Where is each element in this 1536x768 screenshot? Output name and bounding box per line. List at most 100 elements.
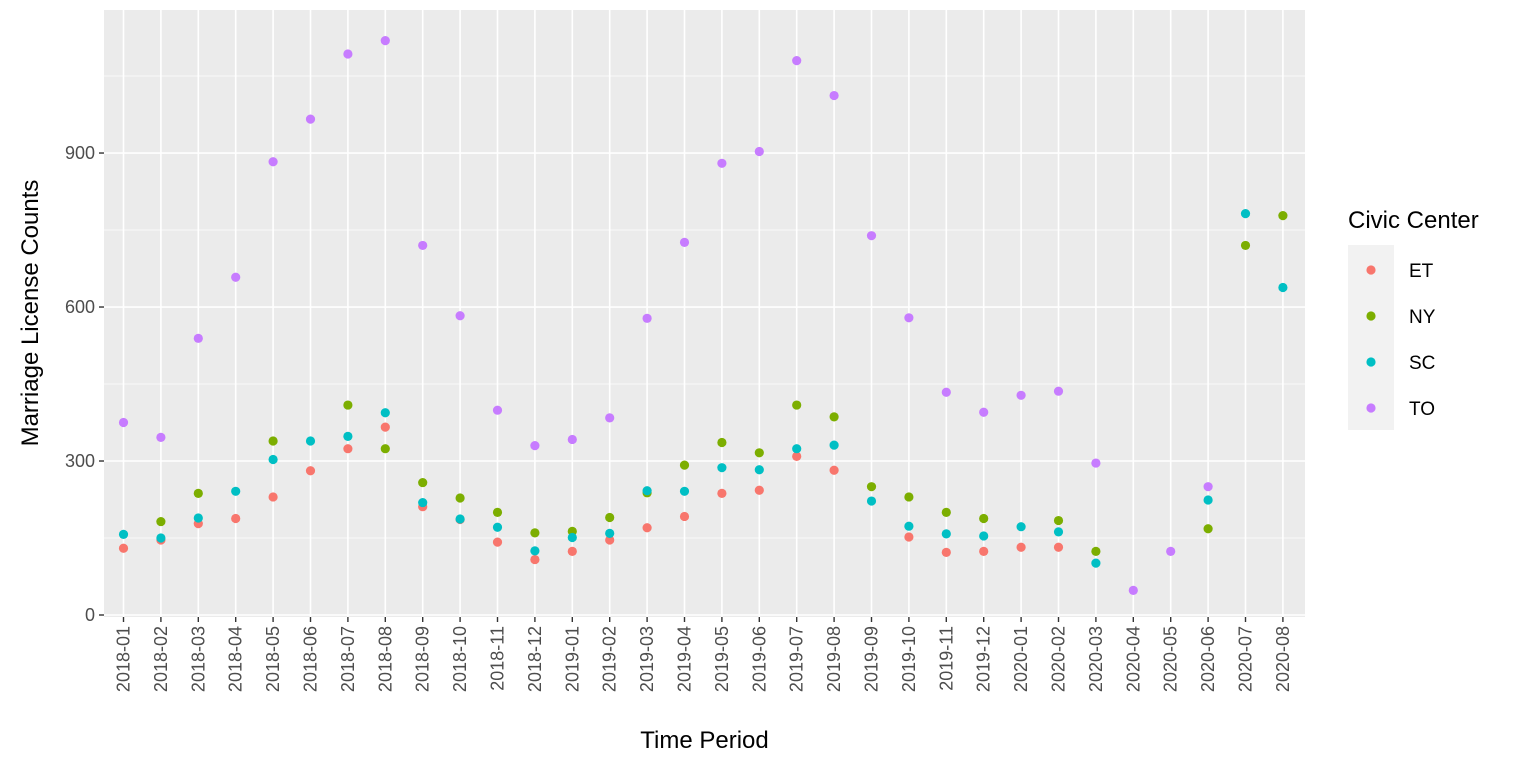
point-et-2018-06 [305,466,316,476]
legend-title: Civic Center [1348,207,1479,234]
point-sc-2018-09 [418,497,428,508]
point-sc-2018-11 [492,522,503,532]
point-to-2018-02 [156,432,166,442]
point-et-2018-05 [268,492,278,502]
y-tick-label: 0 [85,605,95,625]
point-sc-2018-02 [156,533,166,543]
point-et-2019-07 [792,451,802,461]
point-ny-2018-11 [492,507,503,517]
x-tick-label: 2019-10 [899,626,919,692]
point-to-2019-11 [941,387,951,397]
point-ny-2019-04 [679,460,690,470]
x-tick-label: 2020-03 [1086,626,1106,692]
point-to-2020-05 [1166,546,1176,556]
point-to-2018-06 [305,114,316,124]
x-tick-label: 2019-04 [675,626,695,692]
point-sc-2019-06 [754,465,764,475]
point-ny-2019-09 [866,482,877,492]
point-to-2018-03 [193,333,203,343]
x-tick-label: 2018-10 [450,626,470,692]
x-axis-title: Time Period [640,727,768,754]
point-ny-2018-02 [156,516,166,527]
point-to-2019-01 [567,434,577,445]
point-sc-2019-05 [717,463,727,473]
point-to-2019-12 [979,407,989,417]
legend-key-et [1366,265,1376,275]
point-sc-2019-02 [605,528,615,538]
point-sc-2018-12 [530,546,540,556]
point-to-2020-04 [1128,585,1138,595]
point-ny-2018-05 [268,436,278,446]
point-to-2018-01 [118,417,129,428]
point-to-2020-02 [1053,386,1064,396]
x-tick-label: 2019-08 [824,626,844,692]
x-tick-label: 2020-01 [1011,626,1031,692]
legend-key-background [1348,245,1394,430]
point-et-2018-12 [530,554,540,565]
x-tick-label: 2018-04 [226,626,246,692]
axes: 0 300 600 900 2018-01 2018-02 2018-03 2018-04 20… [65,143,1293,692]
point-sc-2019-09 [866,496,877,506]
grid-lines [104,10,1305,617]
point-et-2018-07 [343,444,353,454]
point-ny-2020-02 [1053,515,1064,526]
point-et-2019-01 [567,546,577,556]
point-et-2018-08 [380,422,390,432]
point-sc-2020-01 [1016,522,1026,532]
point-sc-2018-05 [268,454,278,465]
point-ny-2019-11 [941,507,951,517]
point-to-2019-03 [642,313,652,323]
legend-label-sc: SC [1409,353,1435,374]
point-sc-2018-01 [118,529,129,540]
legend: Civic Center ET NY SC TO [1348,207,1479,430]
data-points [118,36,1288,595]
y-tick-label: 300 [65,451,95,471]
x-tick-label: 2018-08 [375,626,395,692]
x-tick-label: 2019-06 [749,626,769,692]
point-ny-2018-09 [418,477,428,488]
point-sc-2019-12 [979,531,989,541]
point-to-2019-09 [866,231,877,241]
point-sc-2019-07 [792,444,802,454]
x-tick-label: 2019-11 [936,626,956,691]
point-sc-2018-03 [193,513,203,523]
legend-label-to: TO [1409,399,1435,420]
x-tick-label: 2020-06 [1198,626,1218,692]
point-to-2018-12 [530,441,540,451]
point-ny-2018-03 [193,488,203,498]
point-et-2018-01 [118,543,129,553]
x-tick-label: 2019-05 [712,626,732,692]
x-tick-label: 2019-03 [637,626,657,692]
point-to-2018-10 [455,311,465,321]
x-tick-label: 2018-01 [114,626,134,692]
point-to-2019-02 [605,413,615,423]
y-axis-title: Marriage License Counts [17,180,44,447]
point-ny-2019-02 [605,512,615,523]
point-et-2019-06 [754,485,764,495]
point-sc-2019-11 [941,529,951,539]
x-tick-label: 2020-07 [1236,626,1256,692]
x-tick-label: 2019-01 [562,626,582,692]
point-et-2019-10 [904,532,914,542]
point-to-2018-07 [343,49,353,59]
legend-key-sc [1366,357,1376,367]
point-sc-2018-06 [305,436,316,446]
x-tick-label: 2019-12 [974,626,994,692]
point-ny-2019-10 [904,492,914,502]
point-to-2018-04 [231,272,241,282]
point-sc-2019-04 [679,486,690,496]
point-et-2019-11 [941,547,951,557]
x-tick-label: 2020-08 [1273,626,1293,692]
point-sc-2019-10 [904,521,914,531]
x-tick-label: 2020-05 [1161,626,1181,692]
point-sc-2018-04 [231,486,241,496]
point-sc-2018-07 [343,431,353,441]
point-ny-2020-08 [1278,211,1288,221]
point-et-2019-04 [679,511,690,522]
point-ny-2019-05 [717,437,727,448]
x-tick-label: 2020-02 [1049,626,1069,692]
point-et-2020-01 [1016,542,1026,552]
y-tick-label: 900 [65,143,95,163]
point-ny-2018-12 [530,528,540,538]
